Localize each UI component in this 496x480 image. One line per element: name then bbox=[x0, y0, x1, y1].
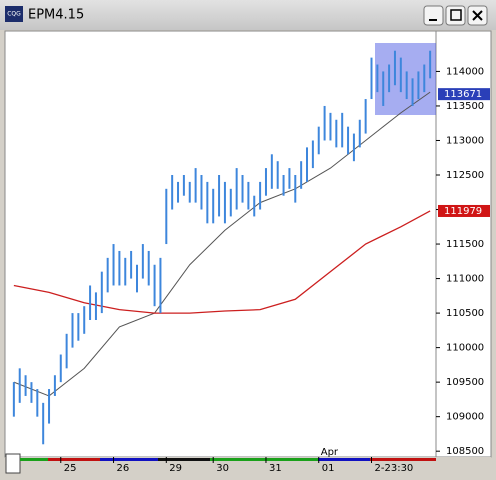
chart-area bbox=[4, 30, 492, 458]
x-tick-label: 31 bbox=[269, 463, 282, 474]
x-tick-label: 2-23:30 bbox=[375, 463, 414, 474]
window-buttons bbox=[423, 5, 488, 26]
y-tick-label: 109500 bbox=[446, 377, 484, 388]
x-tick-label: 29 bbox=[169, 463, 182, 474]
close-icon bbox=[472, 10, 483, 21]
maximize-icon bbox=[450, 9, 462, 21]
session-strip bbox=[20, 458, 436, 461]
x-tick-label: 01 bbox=[322, 463, 335, 474]
y-tick-label: 114000 bbox=[446, 66, 484, 77]
price-tag bbox=[438, 204, 490, 217]
strip-segment bbox=[266, 458, 318, 461]
minimize-button[interactable] bbox=[423, 5, 444, 26]
x-tick-label: 26 bbox=[117, 463, 130, 474]
strip-segment bbox=[158, 458, 210, 461]
y-tick-label: 108500 bbox=[446, 446, 484, 457]
strip-segment bbox=[210, 458, 266, 461]
price-tag-label: 113671 bbox=[444, 89, 482, 100]
strip-segment bbox=[370, 458, 436, 461]
x-tick-label: 30 bbox=[216, 463, 229, 474]
maximize-button[interactable] bbox=[445, 5, 466, 26]
strip-segment bbox=[20, 458, 48, 461]
y-tick-label: 113000 bbox=[446, 135, 484, 146]
x-annotation: Apr bbox=[321, 447, 339, 458]
y-tick-label: 113500 bbox=[446, 101, 484, 112]
y-tick-label: 110500 bbox=[446, 308, 484, 319]
x-tick-label: 25 bbox=[64, 463, 77, 474]
moving-average bbox=[13, 91, 431, 397]
y-tick-label: 111000 bbox=[446, 274, 484, 285]
strip-segment bbox=[48, 458, 100, 461]
app-icon bbox=[5, 6, 23, 22]
app-icon-text: CQG bbox=[7, 11, 21, 18]
title-bar bbox=[0, 0, 496, 30]
strip-segment bbox=[318, 458, 370, 461]
strip-segment bbox=[100, 458, 158, 461]
corner-box bbox=[5, 453, 21, 474]
y-tick-label: 111500 bbox=[446, 239, 484, 250]
y-tick-label: 110000 bbox=[446, 343, 484, 354]
y-tick-label: 112500 bbox=[446, 170, 484, 181]
price-tag bbox=[438, 88, 490, 101]
y-tick-label: 109000 bbox=[446, 412, 484, 423]
window-title: EPM4.15 bbox=[28, 8, 84, 23]
price-tag-label: 111979 bbox=[444, 206, 482, 217]
selection-highlight bbox=[375, 43, 436, 115]
moving-average bbox=[13, 210, 431, 314]
time-axis-bar bbox=[5, 457, 491, 476]
